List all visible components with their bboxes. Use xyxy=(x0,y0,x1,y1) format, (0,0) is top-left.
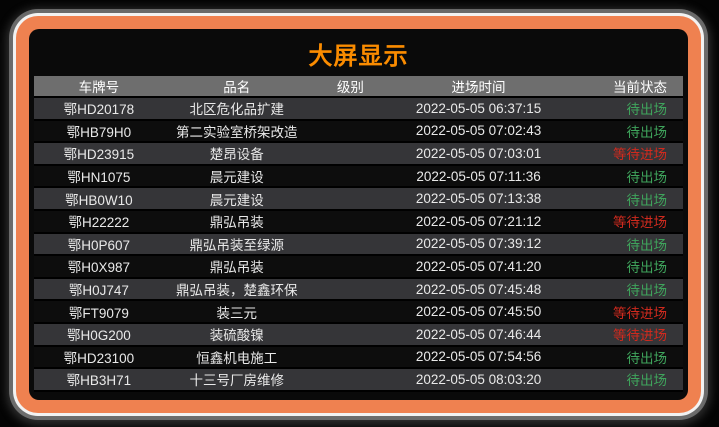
page-title: 大屏显示 xyxy=(308,43,409,70)
table-row: 鄂H22222 鼎弘吊装 2022-05-05 07:21:12 等待进场 xyxy=(34,210,683,234)
time-cell: 2022-05-05 07:45:50 xyxy=(415,304,542,320)
column-header-name: 品名 xyxy=(223,80,251,95)
status-cell: 待出场 xyxy=(626,373,667,389)
time-cell: 2022-05-05 07:41:20 xyxy=(415,258,542,274)
status-cell: 待出场 xyxy=(626,350,667,366)
plate-cell: 鄂H0G200 xyxy=(67,328,131,344)
time-cell: 2022-05-05 07:02:43 xyxy=(415,123,542,139)
name-cell: 十三号厂房维修 xyxy=(189,373,285,389)
status-cell: 等待进场 xyxy=(612,147,667,163)
table-header-row: 车牌号 品名 级别 进场时间 当前状态 xyxy=(34,76,683,98)
plate-cell: 鄂H0J747 xyxy=(68,283,129,299)
name-cell: 恒鑫机电施工 xyxy=(196,350,278,366)
name-cell: 晨元建设 xyxy=(209,170,264,186)
display-panel: 大屏显示 车牌号 品名 级别 进场时间 当前状态 鄂HD20178 北区危化品扩… xyxy=(29,29,688,400)
status-cell: 等待进场 xyxy=(612,328,667,344)
plate-cell: 鄂H0P607 xyxy=(67,237,131,253)
plate-cell: 鄂HN1075 xyxy=(67,170,131,186)
plate-cell: 鄂HB0W10 xyxy=(65,192,133,208)
table-row: 鄂HD23100 恒鑫机电施工 2022-05-05 07:54:56 待出场 xyxy=(34,346,683,370)
plate-cell: 鄂H0X987 xyxy=(67,260,131,276)
name-cell: 鼎弘吊装 xyxy=(209,215,264,231)
time-cell: 2022-05-05 07:46:44 xyxy=(415,326,542,342)
name-cell: 第二实验室桥架改造 xyxy=(176,124,298,140)
plate-cell: 鄂H22222 xyxy=(68,215,130,231)
time-cell: 2022-05-05 07:11:36 xyxy=(416,168,541,184)
name-cell: 鼎弘吊装至绿源 xyxy=(189,237,285,253)
table-row: 鄂HB79H0 第二实验室桥架改造 2022-05-05 07:02:43 待出… xyxy=(34,120,683,144)
status-cell: 待出场 xyxy=(626,283,667,299)
table-row: 鄂H0X987 鼎弘吊装 2022-05-05 07:41:20 待出场 xyxy=(34,256,683,279)
time-cell: 2022-05-05 07:21:12 xyxy=(415,213,542,229)
time-cell: 2022-05-05 07:13:38 xyxy=(415,191,542,207)
name-cell: 北区危化品扩建 xyxy=(189,102,285,118)
name-cell: 鼎弘吊装，楚鑫环保 xyxy=(176,283,298,299)
status-cell: 待出场 xyxy=(626,237,667,253)
name-cell: 鼎弘吊装 xyxy=(209,260,264,276)
status-cell: 待出场 xyxy=(626,192,667,208)
status-cell: 等待进场 xyxy=(612,215,667,231)
name-cell: 装硫酸镍 xyxy=(209,328,264,344)
table-row: 鄂HD20178 北区危化品扩建 2022-05-05 06:37:15 待出场 xyxy=(34,98,683,121)
plate-cell: 鄂HD23915 xyxy=(63,147,135,163)
time-cell: 2022-05-05 07:03:01 xyxy=(415,145,542,161)
table-body: 鄂HD20178 北区危化品扩建 2022-05-05 06:37:15 待出场… xyxy=(34,98,683,392)
status-cell: 待出场 xyxy=(626,260,667,276)
time-cell: 2022-05-05 08:03:20 xyxy=(415,371,542,387)
table-row: 鄂HB3H71 十三号厂房维修 2022-05-05 08:03:20 待出场 xyxy=(34,369,683,392)
time-cell: 2022-05-05 07:54:56 xyxy=(415,349,542,365)
status-cell: 待出场 xyxy=(626,170,667,186)
plate-cell: 鄂HD20178 xyxy=(63,102,135,118)
column-header-plate: 车牌号 xyxy=(78,80,120,95)
table-row: 鄂FT9079 装三元 2022-05-05 07:45:50 等待进场 xyxy=(34,301,683,324)
plate-cell: 鄂HD23100 xyxy=(63,350,135,366)
vehicle-table: 车牌号 品名 级别 进场时间 当前状态 鄂HD20178 北区危化品扩建 202… xyxy=(34,76,683,392)
column-header-time: 进场时间 xyxy=(451,80,506,95)
plate-cell: 鄂HB3H71 xyxy=(66,373,132,389)
table-row: 鄂HD23915 楚昂设备 2022-05-05 07:03:01 等待进场 xyxy=(34,143,683,166)
plate-cell: 鄂FT9079 xyxy=(68,305,129,321)
table-row: 鄂H0P607 鼎弘吊装至绿源 2022-05-05 07:39:12 待出场 xyxy=(34,233,683,257)
name-cell: 楚昂设备 xyxy=(209,147,264,163)
table-row: 鄂HB0W10 晨元建设 2022-05-05 07:13:38 待出场 xyxy=(34,188,683,211)
status-cell: 待出场 xyxy=(626,102,667,118)
column-header-level: 级别 xyxy=(336,80,364,95)
time-cell: 2022-05-05 07:39:12 xyxy=(415,236,542,252)
time-cell: 2022-05-05 07:45:48 xyxy=(415,281,542,297)
table-row: 鄂H0G200 装硫酸镍 2022-05-05 07:46:44 等待进场 xyxy=(34,323,683,347)
name-cell: 晨元建设 xyxy=(209,192,264,208)
display-frame: 大屏显示 车牌号 品名 级别 进场时间 当前状态 鄂HD20178 北区危化品扩… xyxy=(16,16,701,413)
status-cell: 等待进场 xyxy=(612,305,667,321)
status-cell: 待出场 xyxy=(626,124,667,140)
plate-cell: 鄂HB79H0 xyxy=(66,124,132,140)
name-cell: 装三元 xyxy=(216,305,258,321)
time-cell: 2022-05-05 06:37:15 xyxy=(415,100,542,116)
column-header-status: 当前状态 xyxy=(612,80,667,95)
table-row: 鄂H0J747 鼎弘吊装，楚鑫环保 2022-05-05 07:45:48 待出… xyxy=(34,278,683,302)
table-row: 鄂HN1075 晨元建设 2022-05-05 07:11:36 待出场 xyxy=(34,165,683,189)
